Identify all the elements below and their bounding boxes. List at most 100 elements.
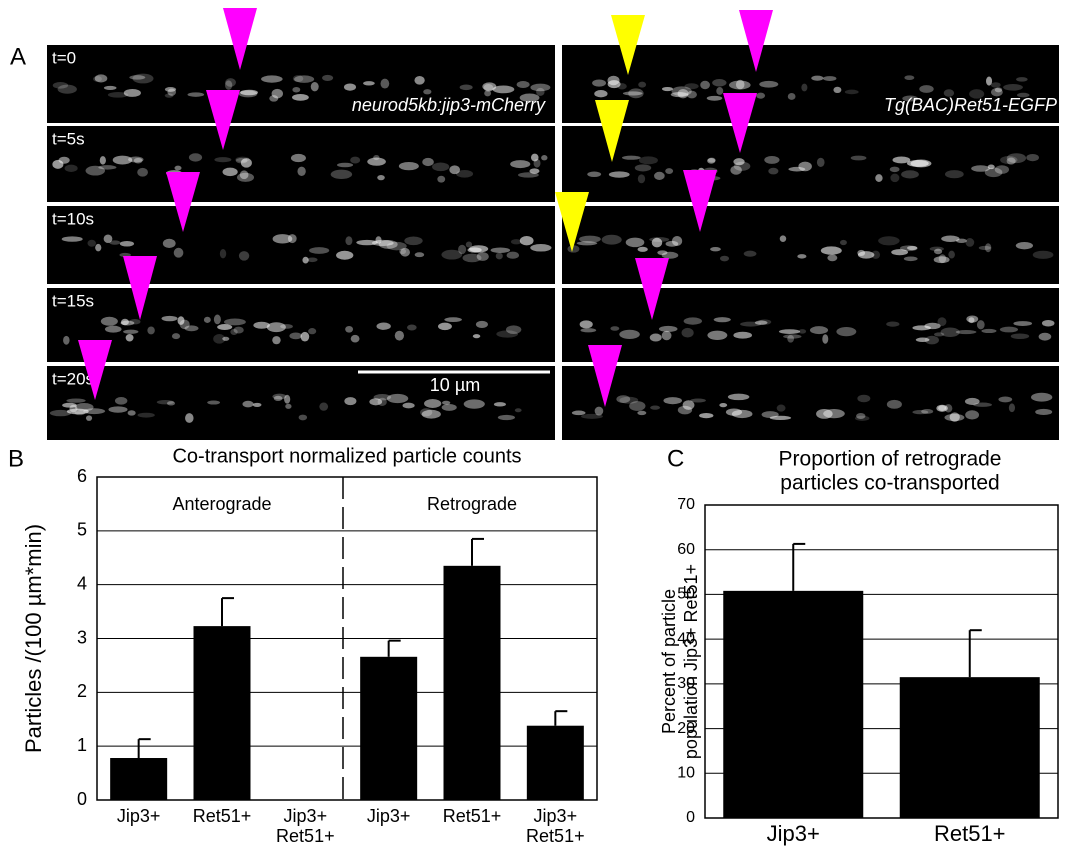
scale-bar-label: 10 µm [430, 375, 480, 395]
signal [924, 335, 939, 345]
signal [779, 235, 787, 243]
signal [787, 92, 796, 100]
panel-label: A [10, 43, 26, 70]
signal [252, 402, 262, 408]
signal [634, 164, 652, 172]
signal [52, 159, 64, 169]
signal [386, 393, 409, 404]
signal [998, 396, 1013, 403]
signal [92, 75, 102, 82]
plot-frame [96, 476, 598, 801]
x-tick-label: Ret51+ [276, 826, 335, 846]
y-axis-label: Particles /(100 µm*min) [21, 524, 46, 753]
signal [261, 75, 283, 83]
signal [608, 171, 630, 178]
signal [833, 86, 842, 94]
bar [360, 656, 418, 800]
y-tick-label: 6 [77, 466, 87, 486]
signal [484, 90, 492, 97]
y-tick-label: 50 [677, 586, 695, 603]
signal [938, 254, 947, 264]
signal [934, 248, 943, 255]
signal [733, 158, 745, 166]
signal [580, 328, 597, 333]
signal [594, 406, 604, 416]
signal [968, 317, 975, 324]
signal [185, 413, 194, 423]
signal [458, 244, 467, 255]
signal [816, 157, 825, 167]
signal [510, 239, 522, 245]
signal [886, 321, 900, 327]
signal [936, 404, 948, 412]
signal [854, 415, 870, 421]
signal [222, 336, 230, 341]
signal [601, 234, 622, 245]
signal [619, 396, 639, 404]
signal [536, 87, 545, 96]
signal [66, 398, 86, 403]
signal [816, 408, 833, 419]
signal [907, 245, 918, 251]
micrograph [47, 126, 555, 202]
bar [193, 626, 251, 800]
signal [273, 395, 283, 401]
signal [167, 88, 176, 96]
signal [871, 250, 881, 259]
signal [1013, 321, 1033, 327]
signal [414, 252, 425, 258]
signal [330, 169, 353, 180]
x-tick-label: Jip3+ [284, 806, 328, 826]
signal [309, 247, 330, 254]
signal [103, 85, 117, 90]
signal [628, 88, 644, 99]
arrowhead [206, 90, 240, 150]
signal [356, 239, 378, 246]
signal [713, 317, 731, 323]
signal [49, 409, 71, 417]
signal [292, 93, 309, 101]
signal [1032, 250, 1054, 259]
signal [638, 81, 647, 88]
signal [162, 238, 176, 249]
signal [978, 245, 991, 250]
signal [991, 87, 1003, 97]
signal [514, 408, 522, 413]
signal [919, 85, 934, 93]
y-tick-label: 5 [77, 520, 87, 540]
signal [294, 75, 315, 83]
signal [272, 234, 293, 244]
signal [402, 402, 415, 409]
signal [83, 408, 106, 415]
signal [587, 171, 602, 177]
signal [280, 324, 293, 329]
signal [441, 249, 463, 260]
signal [892, 156, 911, 164]
signal [769, 415, 792, 421]
signal [1030, 392, 1053, 402]
signal [776, 404, 786, 412]
signal [904, 75, 915, 81]
signal [213, 314, 221, 325]
signal [994, 87, 1003, 93]
signal [682, 400, 695, 410]
signal [971, 165, 990, 172]
signal [133, 157, 143, 164]
signal [743, 250, 757, 257]
signal [344, 397, 357, 406]
signal [119, 240, 135, 247]
signal [651, 237, 663, 248]
signal [297, 166, 306, 177]
signal [467, 247, 482, 253]
y-tick-label: 1 [77, 735, 87, 755]
signal [378, 239, 398, 249]
signal [400, 247, 410, 257]
signal [203, 316, 211, 323]
signal [272, 336, 281, 345]
signal [999, 326, 1019, 333]
signal [671, 86, 692, 97]
signal [476, 252, 489, 261]
signal [119, 252, 131, 257]
signal [373, 394, 392, 401]
signal [369, 398, 383, 406]
